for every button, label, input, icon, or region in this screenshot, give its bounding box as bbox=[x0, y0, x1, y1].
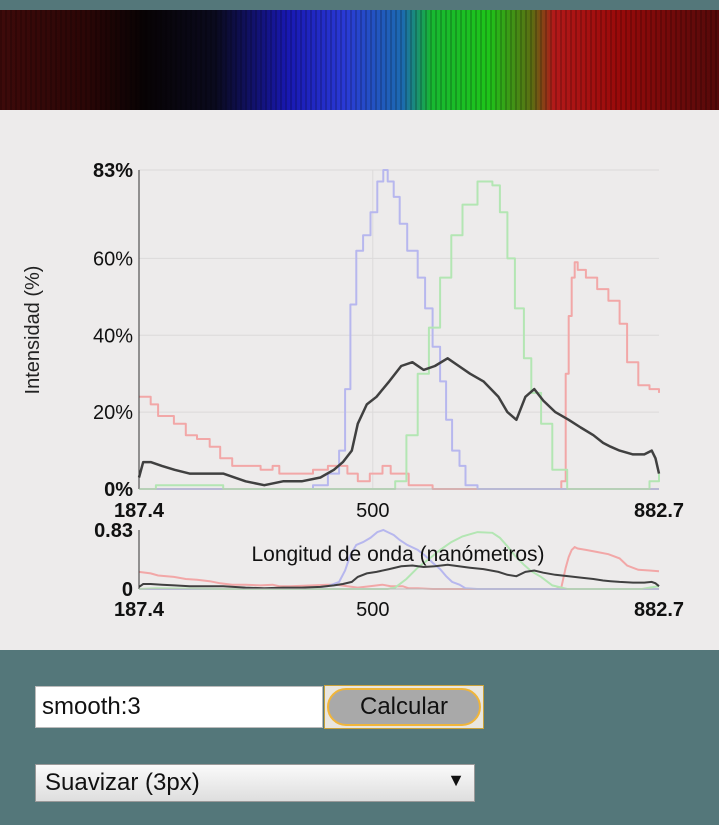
y-tick-label-2: 40% bbox=[93, 325, 133, 347]
smoothing-select[interactable]: Suavizar (3px) ▼ bbox=[35, 764, 475, 802]
smoothing-selected-value: Suavizar (3px) bbox=[45, 769, 200, 796]
mini-x-tick-label-0: 187.4 bbox=[114, 599, 165, 621]
mini-blue-channel-line bbox=[139, 528, 659, 590]
controls-panel: Calcular Suavizar (3px) ▼ bbox=[0, 650, 719, 825]
average-line bbox=[137, 357, 661, 487]
mini-red-channel-line bbox=[138, 545, 660, 590]
x-tick-label-0: 187.4 bbox=[114, 500, 165, 520]
y-axis-label: Intensidad (%) bbox=[22, 266, 44, 395]
red-channel-line bbox=[139, 261, 660, 490]
mini-x-tick-label-1: 500 bbox=[356, 599, 389, 621]
chart-area: 0% 20% 40% 60% 83% 187.4 500 882.7 Intensidad (%… bbox=[0, 110, 719, 650]
mini-y-tick-label-0: 0 bbox=[122, 579, 133, 601]
y-tick-label-1: 20% bbox=[93, 402, 133, 424]
mini-y-tick-label-1: 0.83 bbox=[94, 520, 133, 542]
chevron-down-icon: ▼ bbox=[447, 770, 465, 790]
mini-x-tick-label-2: 882.7 bbox=[634, 599, 684, 621]
x-tick-label-2: 882.7 bbox=[634, 500, 684, 520]
mini-average-line bbox=[138, 563, 660, 590]
y-tick-label-0: 0% bbox=[104, 479, 133, 501]
calculate-button[interactable]: Calcular bbox=[324, 685, 484, 729]
x-axis-label: Longitud de onda (nanómetros) bbox=[251, 543, 544, 566]
macro-input[interactable] bbox=[35, 686, 323, 728]
main-chart: 0% 20% 40% 60% 83% 187.4 500 882.7 Intensidad (%… bbox=[22, 160, 684, 520]
x-tick-label-1: 500 bbox=[356, 500, 389, 520]
mini-green-channel-line bbox=[138, 531, 660, 590]
y-tick-label-4: 83% bbox=[93, 160, 133, 182]
calculate-button-label: Calcular bbox=[327, 688, 481, 726]
spectrum-image bbox=[0, 10, 719, 110]
y-tick-label-3: 60% bbox=[93, 248, 133, 270]
blue-channel-line bbox=[139, 169, 659, 490]
